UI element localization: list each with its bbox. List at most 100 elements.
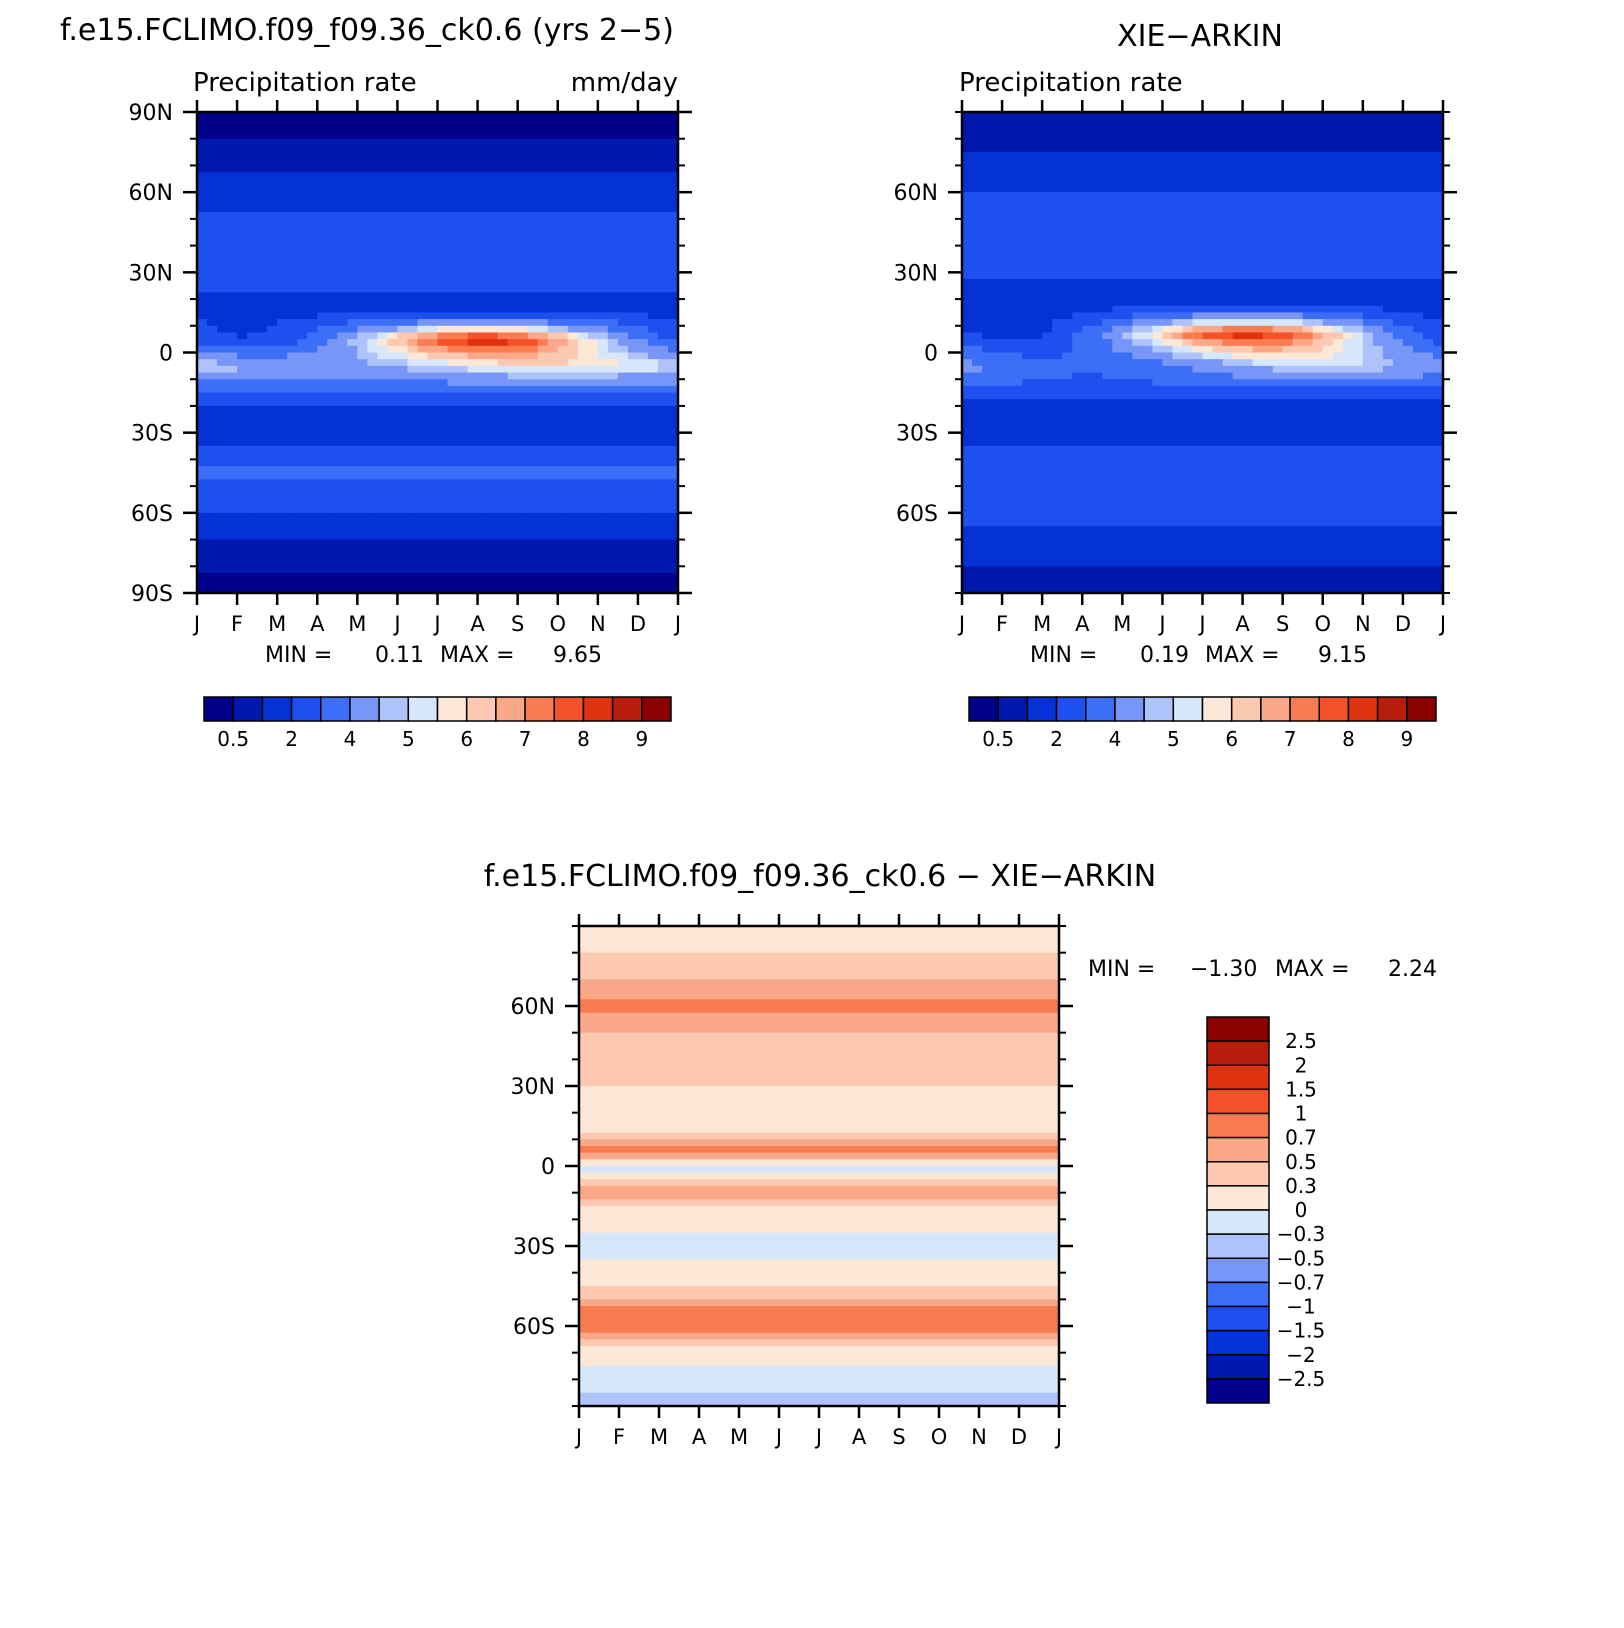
heatmap-cell <box>1062 232 1073 239</box>
heatmap-cell <box>1162 132 1173 139</box>
heatmap-cell <box>297 206 308 213</box>
heatmap-cell <box>568 413 579 420</box>
heatmap-cell <box>217 459 228 466</box>
heatmap-cell <box>508 192 519 199</box>
heatmap-cell <box>1253 272 1264 279</box>
heatmap-cell <box>628 125 639 132</box>
heatmap-cell <box>448 359 459 366</box>
heatmap-cell <box>1313 172 1324 179</box>
heatmap-cell <box>982 206 993 213</box>
heatmap-cell <box>518 145 529 152</box>
heatmap-cell <box>1092 299 1103 306</box>
heatmap-cell <box>1363 299 1374 306</box>
heatmap-cell <box>438 199 449 206</box>
heatmap-cell <box>588 366 599 373</box>
heatmap-cell <box>608 185 619 192</box>
heatmap-cell <box>648 326 659 333</box>
heatmap-cell <box>1142 226 1153 233</box>
heatmap-cell <box>407 119 418 126</box>
heatmap-cell <box>1182 125 1193 132</box>
heatmap-cell <box>427 232 438 239</box>
heatmap-cell <box>237 125 248 132</box>
heatmap-cell <box>468 226 479 233</box>
heatmap-cell <box>317 259 328 266</box>
heatmap-cell <box>982 192 993 199</box>
heatmap-cell <box>257 119 268 126</box>
heatmap-cell <box>427 546 438 553</box>
heatmap-cell <box>247 119 258 126</box>
heatmap-cell <box>237 346 248 353</box>
heatmap-cell <box>267 386 278 393</box>
heatmap-cell <box>1413 272 1424 279</box>
heatmap-cell <box>347 286 358 293</box>
heatmap-cell <box>1082 259 1093 266</box>
heatmap-cell <box>1293 279 1304 286</box>
heatmap-cell <box>1132 179 1143 186</box>
heatmap-cell <box>1413 132 1424 139</box>
heatmap-cell <box>417 553 428 560</box>
heatmap-cell <box>598 446 609 453</box>
heatmap-cell <box>1203 219 1214 226</box>
heatmap-cell <box>638 560 649 567</box>
heatmap-cell <box>1273 219 1284 226</box>
heatmap-cell <box>568 286 579 293</box>
heatmap-cell <box>307 246 318 253</box>
heatmap-cell <box>488 439 499 446</box>
heatmap-cell <box>1253 119 1264 126</box>
heatmap-cell <box>658 366 669 373</box>
heatmap-cell <box>448 165 459 172</box>
heatmap-cell <box>337 272 348 279</box>
heatmap-cell <box>458 139 469 146</box>
heatmap-cell <box>468 533 479 540</box>
heatmap-cell <box>1192 252 1203 259</box>
heatmap-cell <box>347 185 358 192</box>
heatmap-cell <box>628 185 639 192</box>
x-tick-label: O <box>549 612 566 636</box>
heatmap-cell <box>498 513 509 520</box>
heatmap-cell <box>217 272 228 279</box>
heatmap-cell <box>1042 219 1053 226</box>
heatmap-cell <box>287 219 298 226</box>
heatmap-cell <box>648 406 659 413</box>
heatmap-cell <box>267 499 278 506</box>
heatmap-cell <box>1052 152 1063 159</box>
heatmap-cell <box>367 553 378 560</box>
heatmap-cell <box>458 506 469 513</box>
colorbar-box <box>438 697 467 721</box>
heatmap-cell <box>618 239 629 246</box>
heatmap-cell <box>297 319 308 326</box>
heatmap-cell <box>407 553 418 560</box>
heatmap-cell <box>1413 145 1424 152</box>
heatmap-cell <box>588 132 599 139</box>
heatmap-cell <box>417 132 428 139</box>
heatmap-cell <box>1413 139 1424 146</box>
heatmap-cell <box>1273 192 1284 199</box>
heatmap-cell <box>1042 286 1053 293</box>
heatmap-cell <box>247 132 258 139</box>
heatmap-cell <box>387 406 398 413</box>
heatmap-cell <box>578 132 589 139</box>
heatmap-cell <box>227 239 238 246</box>
heatmap-cell <box>427 399 438 406</box>
heatmap-cell <box>1323 159 1334 166</box>
heatmap-cell <box>468 252 479 259</box>
heatmap-cell <box>1152 212 1163 219</box>
heatmap-cell <box>207 493 218 500</box>
heatmap-cell <box>337 339 348 346</box>
heatmap-cell <box>628 560 639 567</box>
heatmap-cell <box>227 526 238 533</box>
heatmap-cell <box>538 419 549 426</box>
heatmap-cell <box>237 419 248 426</box>
heatmap-cell <box>1213 219 1224 226</box>
heatmap-cell <box>357 546 368 553</box>
heatmap-cell <box>1413 226 1424 233</box>
heatmap-cell <box>1112 172 1123 179</box>
heatmap-cell <box>1172 239 1183 246</box>
heatmap-cell <box>297 279 308 286</box>
heatmap-cell <box>327 239 338 246</box>
heatmap-cell <box>528 546 539 553</box>
heatmap-cell <box>498 426 509 433</box>
heatmap-cell <box>1343 192 1354 199</box>
heatmap-cell <box>498 553 509 560</box>
heatmap-cell <box>227 312 238 319</box>
